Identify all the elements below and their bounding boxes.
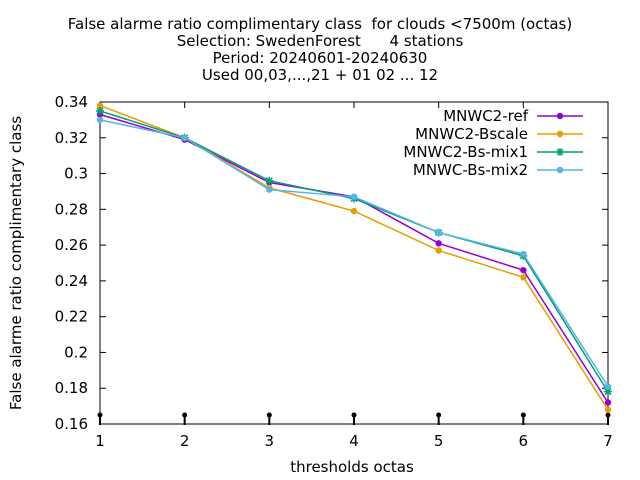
baseline-marker-dot xyxy=(266,412,272,418)
plot-frame xyxy=(99,101,609,425)
series-line xyxy=(99,113,609,403)
data-point xyxy=(181,134,188,141)
y-tick-label: 0.22 xyxy=(55,308,88,326)
x-tick-label: 7 xyxy=(603,432,613,450)
data-point xyxy=(265,176,274,185)
baseline-marker-dot xyxy=(351,412,357,418)
data-point xyxy=(435,240,442,247)
series-MNWC2-Bs-mix1 xyxy=(96,106,612,396)
y-tick-label: 0.18 xyxy=(55,379,88,397)
y-tick-label: 0.28 xyxy=(55,200,88,218)
y-tick-label: 0.26 xyxy=(55,236,88,254)
data-point xyxy=(96,102,104,109)
y-tick-label: 0.24 xyxy=(55,272,88,290)
data-point xyxy=(96,116,104,124)
legend-label: MNWC-Bs-mix2 xyxy=(413,161,528,179)
data-point xyxy=(96,106,104,115)
baseline-marker-dot xyxy=(436,412,442,418)
data-point xyxy=(604,399,612,406)
data-point xyxy=(520,274,527,281)
y-tick-label: 0.3 xyxy=(64,165,88,183)
legend: MNWC2-refMNWC2-BscaleMNWC2-Bs-mix1MNWC-B… xyxy=(403,107,583,179)
series-MNWC2-Bscale xyxy=(96,102,612,413)
series-line xyxy=(99,119,609,387)
baseline-marker-dot xyxy=(520,412,526,418)
data-point xyxy=(520,250,527,258)
legend-marker xyxy=(556,130,564,138)
baseline-marker-dot xyxy=(605,412,611,418)
data-point xyxy=(604,383,612,390)
data-point xyxy=(604,406,612,413)
legend-label: MNWC2-Bscale xyxy=(415,125,528,143)
x-tick-label: 1 xyxy=(95,432,105,450)
x-axis-label: thresholds octas xyxy=(290,458,414,476)
data-point xyxy=(350,207,358,215)
series-line xyxy=(99,110,609,393)
baseline-marker-dot xyxy=(97,412,103,418)
series-MNWC-Bs-mix2 xyxy=(96,116,612,390)
data-point xyxy=(435,247,442,254)
title-line-2: Selection: SwedenForest 4 stations xyxy=(176,32,464,50)
legend-label: MNWC2-ref xyxy=(443,107,528,125)
chart-title: False alarme ratio complimentary class f… xyxy=(0,16,640,84)
title-line-1: False alarme ratio complimentary class f… xyxy=(67,15,573,33)
title-line-4: Used 00,03,...,21 + 01 02 ... 12 xyxy=(201,66,439,84)
axes: 0.16 0.18 0.2 0.22 0.24 0.26 0.28 0.3 0.32 0.34 1 2… xyxy=(55,93,613,450)
x-tick-label: 3 xyxy=(265,432,275,450)
data-point xyxy=(435,229,442,236)
series-layer xyxy=(96,102,612,425)
legend-marker xyxy=(556,112,564,120)
y-tick-label: 0.16 xyxy=(55,415,88,433)
data-point xyxy=(604,387,612,396)
series-line xyxy=(99,104,609,411)
x-tick-label: 4 xyxy=(349,432,359,450)
series-MNWC2-ref xyxy=(96,111,612,406)
legend-marker xyxy=(556,166,564,174)
baseline-marker-dot xyxy=(182,412,188,418)
x-tick-label: 6 xyxy=(519,432,529,450)
x-tick-label: 5 xyxy=(434,432,444,450)
legend-label: MNWC2-Bs-mix1 xyxy=(403,143,528,161)
x-tick-label: 2 xyxy=(180,432,190,450)
title-line-3: Period: 20240601-20240630 xyxy=(212,49,428,67)
legend-marker xyxy=(556,148,564,156)
data-point xyxy=(520,266,527,274)
data-point xyxy=(350,193,358,201)
data-point xyxy=(266,186,273,193)
y-tick-label: 0.34 xyxy=(55,93,88,111)
y-axis-label: False alarme ratio complimentary class xyxy=(7,116,25,410)
y-tick-label: 0.2 xyxy=(64,343,88,361)
y-tick-label: 0.32 xyxy=(55,129,88,147)
